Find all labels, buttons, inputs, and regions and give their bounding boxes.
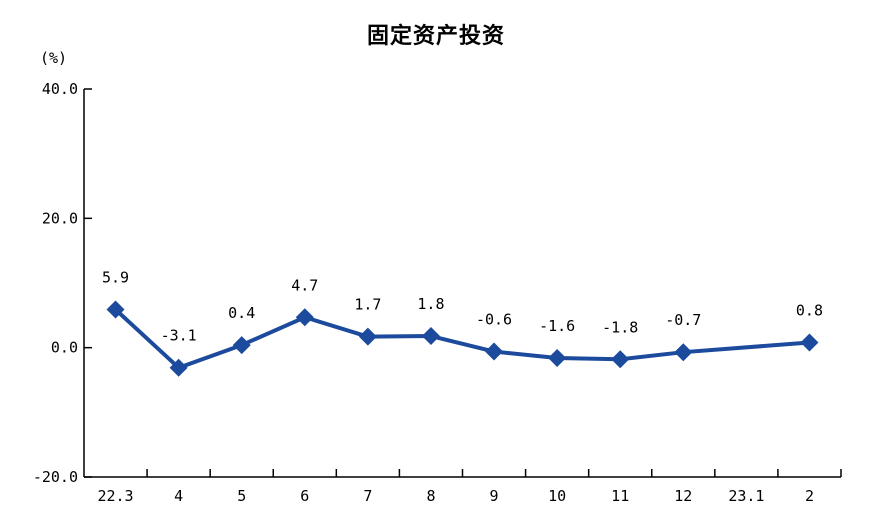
x-category-label: 6	[300, 487, 309, 505]
x-category-label: 12	[674, 487, 692, 505]
y-tick-label: 20.0	[42, 209, 78, 227]
data-point-label: -3.1	[161, 327, 197, 345]
data-point-marker	[358, 327, 377, 346]
data-point-marker	[548, 349, 567, 368]
data-point-label: -0.6	[476, 311, 512, 329]
data-point-marker	[421, 327, 440, 346]
x-category-label: 10	[548, 487, 566, 505]
data-point-label: 0.4	[228, 304, 255, 322]
y-tick-label: 40.0	[42, 80, 78, 98]
data-point-marker	[232, 336, 251, 355]
data-point-label: 1.8	[417, 295, 444, 313]
data-point-label: 1.7	[354, 296, 381, 314]
x-category-label: 8	[426, 487, 435, 505]
x-category-label: 2	[805, 487, 814, 505]
data-point-marker	[106, 300, 125, 319]
y-axis-unit-label: (%)	[40, 49, 68, 67]
x-category-label: 7	[363, 487, 372, 505]
data-point-label: -0.7	[665, 311, 701, 329]
data-point-label: 5.9	[102, 269, 129, 287]
chart-title: 固定资产投资	[366, 24, 505, 49]
x-category-label: 5	[237, 487, 246, 505]
y-tick-label: 0.0	[51, 339, 78, 357]
data-point-marker	[485, 342, 504, 361]
x-category-label: 22.3	[97, 487, 133, 505]
data-point-marker	[611, 350, 630, 369]
data-point-marker	[800, 333, 819, 352]
y-tick-label: -20.0	[33, 468, 78, 486]
data-point-label: 0.8	[796, 301, 823, 319]
data-point-marker	[295, 308, 314, 327]
data-point-label: -1.8	[602, 318, 638, 336]
x-category-label: 4	[174, 487, 183, 505]
data-point-marker	[169, 358, 188, 377]
x-category-label: 23.1	[728, 487, 764, 505]
data-point-marker	[674, 343, 693, 362]
x-category-label: 9	[490, 487, 499, 505]
data-point-label: -1.6	[539, 317, 575, 335]
series-line	[113, 307, 812, 370]
data-point-label: 4.7	[291, 276, 318, 294]
x-category-label: 11	[611, 487, 629, 505]
